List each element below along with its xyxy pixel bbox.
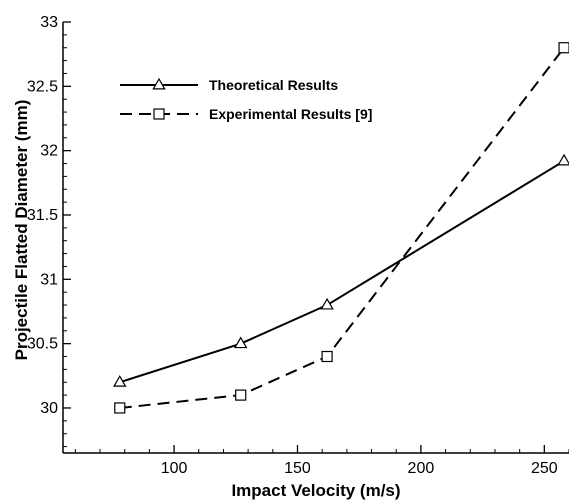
x-tick-label: 200 [408, 460, 435, 477]
series-1 [113, 153, 569, 387]
y-tick-label: 30.5 [27, 336, 58, 353]
square-marker [558, 42, 569, 54]
legend: Theoretical Results Experimental Results … [120, 77, 372, 122]
y-axis-title: Projectile Flatted Diameter (mm) [12, 100, 31, 361]
series-layer [113, 42, 569, 414]
x-tick-label: 250 [531, 460, 558, 477]
y-tick-label: 30 [40, 400, 58, 417]
y-tick-label: 33 [40, 14, 58, 31]
legend-triangle-marker [152, 77, 166, 90]
x-tick-label: 100 [161, 460, 188, 477]
triangle-marker [113, 375, 127, 387]
triangle-marker [557, 153, 569, 166]
y-tick-label: 31 [40, 271, 58, 288]
series-line [119, 160, 565, 384]
square-marker [235, 389, 247, 401]
y-axis-ticks: 30 30.5 31 31.5 32 32.5 33 [27, 14, 71, 448]
series-2 [114, 42, 569, 414]
legend-label: Theoretical Results [209, 77, 338, 93]
y-tick-label: 31.5 [27, 207, 58, 224]
square-marker [114, 402, 126, 414]
square-marker [321, 350, 333, 363]
x-axis-title: Impact Velocity (m/s) [231, 481, 400, 500]
plot-axes [62, 22, 569, 454]
y-tick-label: 32.5 [27, 78, 58, 95]
triangle-marker [233, 336, 248, 349]
triangle-marker [320, 297, 334, 310]
legend-square-marker [153, 108, 165, 120]
y-tick-label: 32 [40, 143, 58, 160]
x-axis-ticks: 100 150 200 250 [74, 445, 569, 477]
legend-label: Experimental Results [9] [209, 106, 372, 122]
x-tick-label: 150 [284, 460, 311, 477]
series-line [119, 47, 565, 409]
